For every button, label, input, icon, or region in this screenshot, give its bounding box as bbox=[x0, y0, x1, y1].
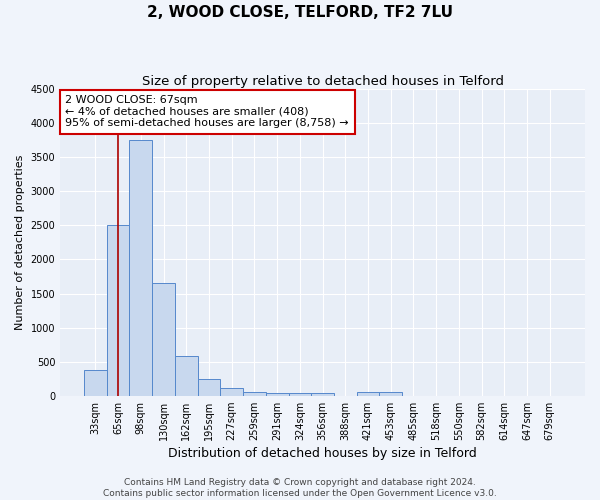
Title: Size of property relative to detached houses in Telford: Size of property relative to detached ho… bbox=[142, 75, 503, 88]
Bar bbox=[107, 226, 130, 396]
Y-axis label: Number of detached properties: Number of detached properties bbox=[15, 154, 25, 330]
Bar bbox=[311, 393, 334, 396]
Bar bbox=[266, 393, 289, 396]
Bar bbox=[197, 380, 220, 396]
Bar bbox=[243, 392, 266, 396]
Bar bbox=[152, 284, 175, 396]
Bar bbox=[220, 388, 243, 396]
X-axis label: Distribution of detached houses by size in Telford: Distribution of detached houses by size … bbox=[168, 447, 477, 460]
Text: 2 WOOD CLOSE: 67sqm
← 4% of detached houses are smaller (408)
95% of semi-detach: 2 WOOD CLOSE: 67sqm ← 4% of detached hou… bbox=[65, 96, 349, 128]
Bar bbox=[175, 356, 197, 396]
Bar bbox=[379, 392, 402, 396]
Text: 2, WOOD CLOSE, TELFORD, TF2 7LU: 2, WOOD CLOSE, TELFORD, TF2 7LU bbox=[147, 5, 453, 20]
Bar bbox=[356, 392, 379, 396]
Bar bbox=[289, 393, 311, 396]
Text: Contains HM Land Registry data © Crown copyright and database right 2024.
Contai: Contains HM Land Registry data © Crown c… bbox=[103, 478, 497, 498]
Bar bbox=[84, 370, 107, 396]
Bar bbox=[130, 140, 152, 396]
